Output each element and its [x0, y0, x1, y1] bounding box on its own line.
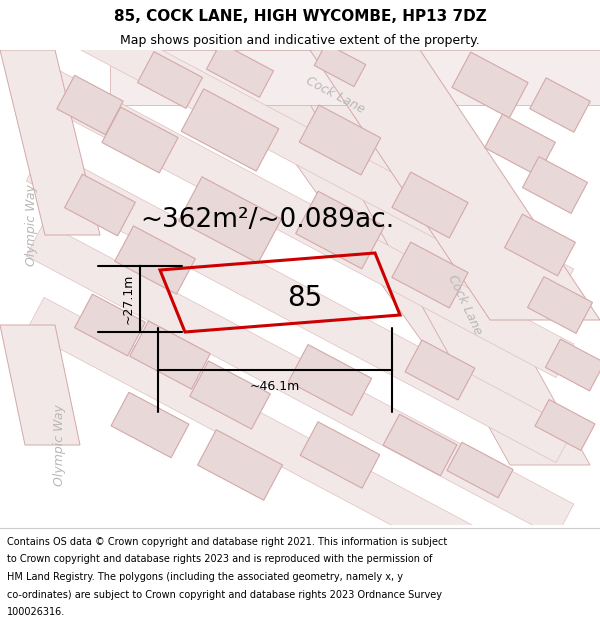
Polygon shape [215, 50, 540, 395]
Text: Map shows position and indicative extent of the property.: Map shows position and indicative extent… [120, 34, 480, 47]
Text: Olympic Way: Olympic Way [53, 404, 67, 486]
Polygon shape [197, 430, 283, 500]
Polygon shape [405, 340, 475, 400]
Polygon shape [26, 222, 574, 538]
Polygon shape [392, 242, 468, 308]
Polygon shape [0, 50, 100, 235]
Text: Cock Lane: Cock Lane [304, 74, 367, 116]
Polygon shape [296, 191, 385, 269]
Polygon shape [137, 52, 202, 108]
Polygon shape [102, 107, 178, 173]
Polygon shape [545, 339, 600, 391]
Polygon shape [530, 78, 590, 132]
Text: 85: 85 [287, 284, 323, 311]
Polygon shape [523, 157, 587, 213]
Text: ~27.1m: ~27.1m [121, 274, 134, 324]
Polygon shape [74, 294, 145, 356]
Text: Olympic Way: Olympic Way [25, 184, 38, 266]
Polygon shape [110, 50, 600, 105]
Polygon shape [383, 414, 457, 476]
Polygon shape [26, 298, 574, 612]
Text: ~46.1m: ~46.1m [250, 379, 300, 392]
Text: ~362m²/~0.089ac.: ~362m²/~0.089ac. [140, 207, 394, 233]
Polygon shape [179, 177, 281, 263]
Polygon shape [527, 277, 592, 333]
Polygon shape [181, 89, 279, 171]
Polygon shape [447, 442, 513, 498]
Polygon shape [0, 325, 80, 445]
Polygon shape [130, 321, 210, 389]
Polygon shape [505, 214, 575, 276]
Text: 100026316.: 100026316. [7, 607, 65, 617]
Polygon shape [206, 42, 274, 98]
Text: 85, COCK LANE, HIGH WYCOMBE, HP13 7DZ: 85, COCK LANE, HIGH WYCOMBE, HP13 7DZ [113, 9, 487, 24]
Polygon shape [314, 43, 366, 87]
Polygon shape [310, 50, 600, 320]
Polygon shape [115, 226, 195, 294]
Text: Contains OS data © Crown copyright and database right 2021. This information is : Contains OS data © Crown copyright and d… [7, 537, 448, 547]
Polygon shape [65, 174, 136, 236]
Polygon shape [26, 62, 574, 378]
Polygon shape [26, 148, 574, 462]
Text: Cock Lane: Cock Lane [445, 273, 485, 337]
Polygon shape [485, 114, 556, 176]
Polygon shape [111, 392, 189, 458]
Text: co-ordinates) are subject to Crown copyright and database rights 2023 Ordnance S: co-ordinates) are subject to Crown copyr… [7, 589, 442, 599]
Polygon shape [190, 361, 270, 429]
Polygon shape [300, 422, 380, 488]
Polygon shape [280, 50, 590, 465]
Polygon shape [392, 172, 468, 238]
Text: to Crown copyright and database rights 2023 and is reproduced with the permissio: to Crown copyright and database rights 2… [7, 554, 433, 564]
Polygon shape [26, 0, 574, 302]
Polygon shape [57, 76, 123, 134]
Polygon shape [289, 344, 371, 416]
Polygon shape [535, 399, 595, 451]
Polygon shape [452, 52, 528, 118]
Polygon shape [299, 105, 381, 175]
Text: HM Land Registry. The polygons (including the associated geometry, namely x, y: HM Land Registry. The polygons (includin… [7, 572, 403, 582]
